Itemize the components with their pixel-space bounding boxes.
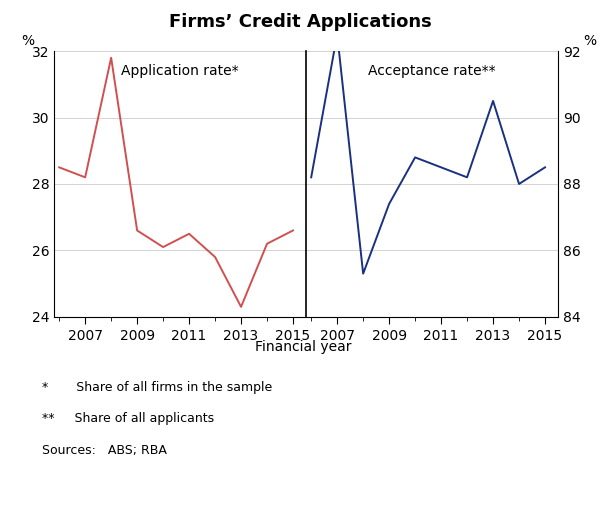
Text: **     Share of all applicants: ** Share of all applicants <box>42 412 214 425</box>
Text: Sources:   ABS; RBA: Sources: ABS; RBA <box>42 444 167 457</box>
Text: Application rate*: Application rate* <box>121 64 239 78</box>
Text: Financial year: Financial year <box>255 340 351 354</box>
Text: *       Share of all firms in the sample: * Share of all firms in the sample <box>42 381 272 393</box>
Text: Firms’ Credit Applications: Firms’ Credit Applications <box>169 13 431 31</box>
Text: %: % <box>583 34 596 49</box>
Text: Acceptance rate**: Acceptance rate** <box>368 64 496 78</box>
Text: %: % <box>21 34 34 49</box>
